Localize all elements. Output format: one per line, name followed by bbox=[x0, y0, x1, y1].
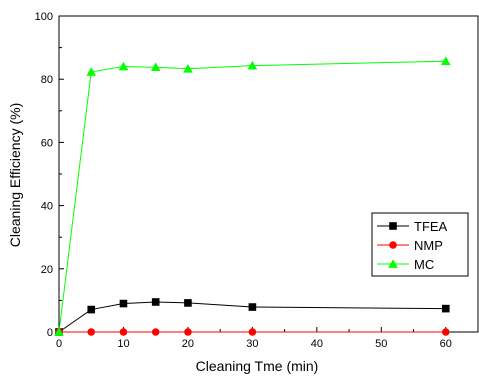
x-axis-label: Cleaning Tme (min) bbox=[196, 358, 319, 374]
y-tick-label: 60 bbox=[41, 137, 53, 149]
point-tfea bbox=[151, 298, 160, 306]
legend: TFEA NMP MC bbox=[371, 212, 469, 277]
point-nmp bbox=[248, 328, 257, 336]
point-mc bbox=[54, 327, 64, 336]
legend-label-mc: MC bbox=[414, 257, 434, 272]
x-tick-label: 50 bbox=[375, 338, 387, 350]
legend-marker-tfea bbox=[389, 222, 397, 230]
x-tick-label: 0 bbox=[56, 338, 62, 350]
point-mc bbox=[86, 67, 97, 76]
x-tick-label: 40 bbox=[311, 338, 323, 350]
point-tfea bbox=[248, 303, 257, 311]
y-tick-label: 40 bbox=[41, 201, 53, 213]
y-tick-label: 80 bbox=[41, 74, 53, 86]
point-mc bbox=[150, 62, 161, 72]
point-tfea bbox=[119, 299, 128, 308]
y-tick-label: 100 bbox=[35, 11, 53, 23]
x-tick-label: 60 bbox=[440, 338, 452, 350]
point-mc bbox=[183, 63, 193, 73]
point-nmp bbox=[87, 328, 96, 336]
x-tick-label: 10 bbox=[117, 338, 129, 350]
legend-marker-nmp bbox=[389, 241, 397, 249]
point-tfea bbox=[87, 305, 96, 314]
legend-label-nmp: NMP bbox=[414, 238, 443, 253]
legend-label-tfea: TFEA bbox=[414, 219, 448, 234]
legend-marker-mc bbox=[388, 259, 398, 268]
point-tfea bbox=[184, 299, 192, 307]
point-mc bbox=[247, 60, 258, 70]
y-axis-label: Cleaning Efficiency (%) bbox=[7, 103, 23, 247]
point-nmp bbox=[151, 328, 160, 336]
x-tick-label: 30 bbox=[246, 338, 258, 350]
point-mc bbox=[440, 56, 451, 66]
plot-frame bbox=[58, 15, 479, 333]
point-nmp bbox=[119, 328, 128, 336]
point-nmp bbox=[441, 328, 450, 336]
y-tick-label: 0 bbox=[47, 327, 53, 339]
y-tick-label: 20 bbox=[41, 264, 53, 276]
point-mc bbox=[118, 61, 129, 71]
x-tick-label: 20 bbox=[182, 338, 194, 350]
point-nmp bbox=[184, 328, 192, 336]
series-line-mc bbox=[58, 60, 446, 333]
point-tfea bbox=[441, 304, 450, 313]
series-layer bbox=[54, 56, 451, 336]
